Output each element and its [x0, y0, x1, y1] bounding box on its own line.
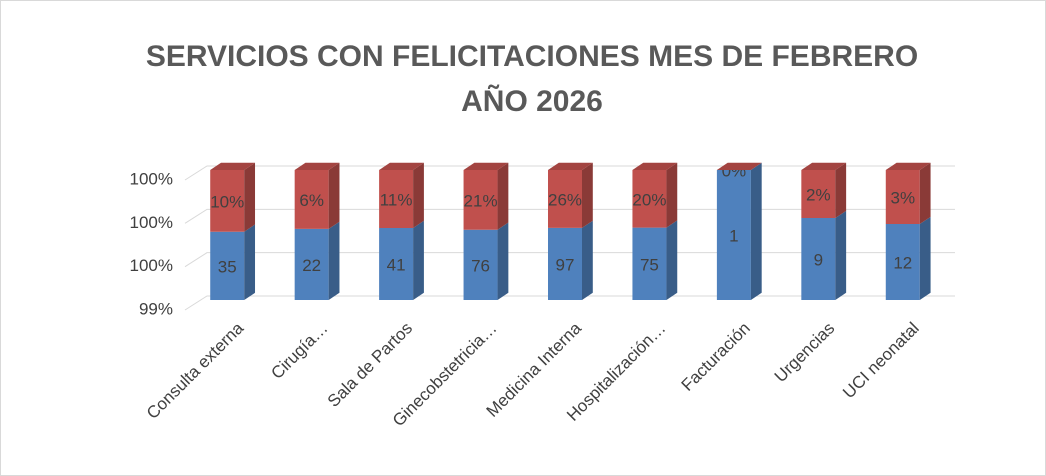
data-label: 6%	[299, 191, 324, 210]
bar-segment	[801, 170, 836, 219]
bar-segment-side	[750, 162, 762, 300]
chart-title: SERVICIOS CON FELICITACIONES MES DE FEBR…	[146, 40, 918, 73]
bar-top	[548, 162, 593, 170]
bar-segment-side	[328, 221, 340, 300]
data-label: 41	[387, 255, 406, 274]
bar-segment	[632, 170, 667, 228]
y-tick-label: 100%	[130, 169, 173, 188]
data-label: 76	[471, 256, 490, 275]
bar-segment-side	[497, 222, 509, 300]
bar-segment-side	[835, 210, 847, 300]
data-label: 97	[556, 255, 575, 274]
bar-top	[294, 162, 340, 170]
bar-segment	[548, 227, 582, 300]
grid-line	[184, 208, 955, 224]
bar-segment	[210, 231, 245, 300]
grid-line	[184, 295, 955, 311]
bar-segment	[801, 218, 836, 300]
bar-top	[463, 162, 509, 170]
data-label: 20%	[632, 190, 666, 209]
data-label: 21%	[464, 191, 498, 210]
bar-segment-side	[919, 216, 931, 300]
data-label: 12	[893, 254, 912, 273]
bar-segment	[294, 228, 329, 300]
bar-segment	[294, 170, 329, 229]
bar-segment	[716, 170, 751, 300]
bar-top	[885, 162, 931, 170]
y-tick-label: 100%	[130, 213, 173, 232]
bar-segment	[885, 224, 920, 300]
data-label: 75	[640, 255, 659, 274]
bar-segment-side	[835, 162, 847, 219]
bar-segment-side	[582, 162, 593, 228]
bar-segment	[548, 170, 582, 228]
bar-segment-side	[666, 162, 678, 228]
grid-line	[184, 252, 955, 268]
bar-segment-side	[582, 220, 593, 300]
data-label: 1	[729, 226, 738, 245]
bar-segment	[463, 229, 498, 300]
bar-segment-side	[244, 224, 256, 300]
bar-top	[210, 162, 256, 170]
bar-top	[716, 162, 762, 170]
bar-segment-side	[919, 162, 931, 225]
data-label: 2%	[806, 186, 831, 205]
bar-segment	[379, 227, 414, 300]
bar-segment	[210, 170, 245, 232]
data-label: 10%	[210, 192, 244, 211]
bar-segment-side	[413, 220, 424, 300]
bar-segment-side	[244, 162, 256, 232]
data-label: 35	[218, 257, 237, 276]
bar-segment-side	[413, 162, 424, 228]
bar-segment	[632, 227, 667, 300]
bar-segment	[379, 170, 414, 228]
data-label: 26%	[548, 190, 582, 209]
bar-segment-side	[497, 162, 509, 230]
bar-top	[801, 162, 847, 170]
data-label: 9	[814, 251, 823, 270]
data-label: 22	[302, 256, 321, 275]
bar-top	[379, 162, 424, 170]
data-label: 3%	[890, 189, 915, 208]
y-tick-label: 99%	[139, 299, 173, 318]
chart-subtitle: AÑO 2026	[461, 84, 603, 118]
bar-segment	[885, 170, 920, 225]
y-tick-label: 100%	[130, 256, 173, 275]
grid-line	[184, 165, 955, 181]
bar-segment-side	[666, 220, 678, 300]
data-label: 11%	[380, 190, 413, 209]
bar-segment	[463, 170, 498, 230]
bar-segment-side	[328, 162, 340, 229]
bar-top	[632, 162, 678, 170]
